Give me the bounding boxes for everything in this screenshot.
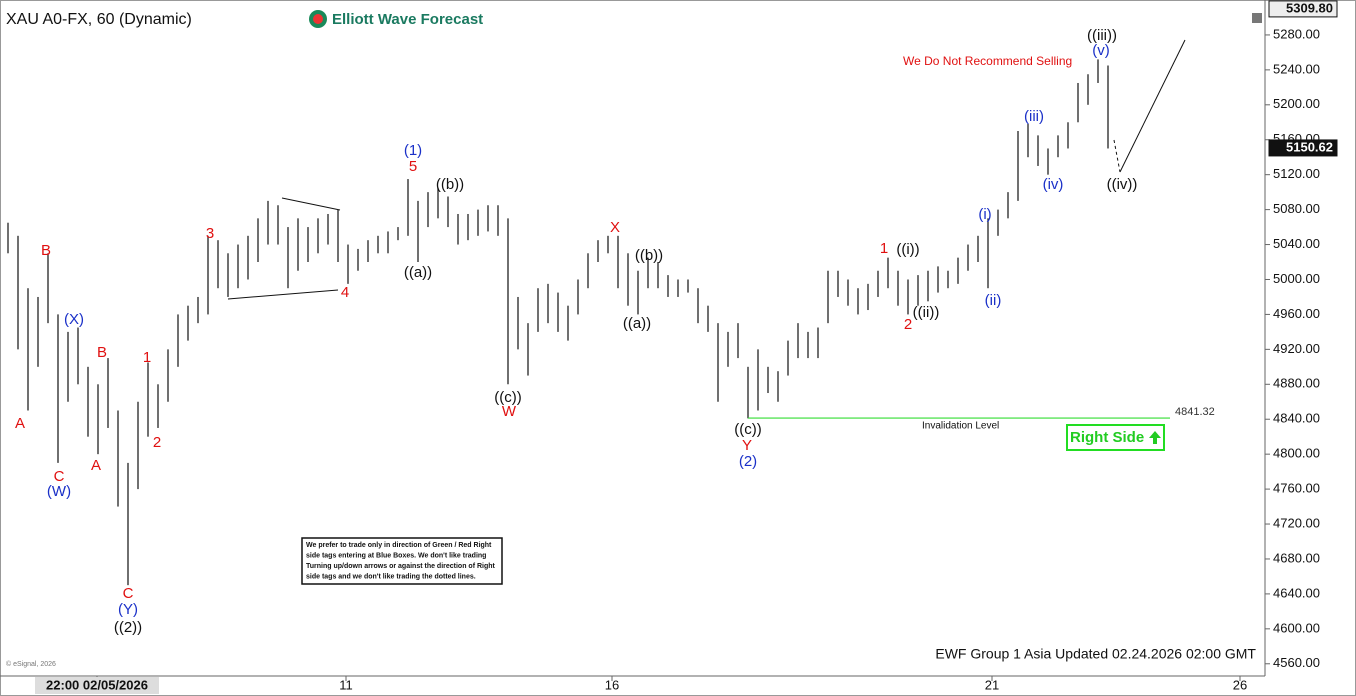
warning: We Do Not Recommend Selling — [903, 54, 1072, 68]
badge-text: Right Side — [1070, 429, 1144, 446]
wave-label: ((b)) — [436, 176, 464, 193]
y-tick-label: 4680.00 — [1273, 550, 1320, 565]
note-box — [301, 537, 503, 585]
logo-icon — [313, 14, 323, 24]
y-tick-label: 4840.00 — [1273, 411, 1320, 426]
price-marker-label: 5309.80 — [1286, 0, 1333, 15]
wave-label: X — [610, 219, 620, 236]
invalidation-value: 4841.32 — [1175, 406, 1215, 418]
wave-label: (iv) — [1043, 176, 1064, 193]
y-tick-label: 4600.00 — [1273, 620, 1320, 635]
wave-label: (1) — [404, 142, 422, 159]
wave-label: A — [91, 457, 101, 474]
wave-label: B — [97, 344, 107, 361]
wave-label: C — [123, 585, 134, 602]
wave-label: 2 — [904, 316, 912, 333]
note-line: Turning up/down arrows or against the di… — [306, 563, 496, 570]
triangle-line — [227, 289, 339, 300]
wave-label: (2) — [739, 453, 757, 470]
wave-label: 4 — [341, 284, 349, 301]
y-tick-label: 4560.00 — [1273, 655, 1320, 670]
x-tick-label: 21 — [985, 677, 999, 692]
wave-label: C — [54, 468, 65, 485]
chart-title: XAU A0-FX, 60 (Dynamic) — [6, 11, 192, 28]
x-tick-label: 11 — [339, 677, 353, 692]
wave-label: 1 — [880, 240, 888, 257]
y-tick-label: 4640.00 — [1273, 585, 1320, 600]
y-tick-label: 5040.00 — [1273, 236, 1320, 251]
y-tick-label: 5240.00 — [1273, 61, 1320, 76]
wave-label: W — [502, 403, 517, 420]
projection-line — [1119, 39, 1186, 173]
wave-label: 1 — [143, 349, 151, 366]
wave-label: (ii) — [985, 292, 1002, 309]
y-tick-label: 5120.00 — [1273, 166, 1320, 181]
x-tick-label: 16 — [605, 677, 619, 692]
x-tick-label-bg — [35, 677, 159, 694]
wave-label: 3 — [206, 225, 214, 242]
price-marker-label: 5150.62 — [1286, 139, 1333, 154]
y-tick-label: 4800.00 — [1273, 446, 1320, 461]
wave-label: (W) — [47, 483, 71, 500]
wave-label: Y — [742, 437, 752, 454]
invalidation-label: Invalidation Level — [922, 421, 999, 432]
wave-label: ((ii)) — [913, 304, 940, 321]
price-marker — [1268, 139, 1338, 157]
y-tick-label: 4960.00 — [1273, 306, 1320, 321]
wave-label: 2 — [153, 434, 161, 451]
logo: Elliott Wave Forecast — [332, 11, 483, 28]
x-tick-label: 22:00 02/05/2026 — [46, 677, 148, 692]
wave-label: (X) — [64, 311, 84, 328]
wave-label: (i) — [978, 206, 991, 223]
triangle-line — [281, 197, 341, 211]
wave-label: ((iv)) — [1107, 176, 1138, 193]
y-tick-label: 5080.00 — [1273, 201, 1320, 216]
y-tick-label: 4720.00 — [1273, 515, 1320, 530]
wave-label: 5 — [409, 158, 417, 175]
y-tick-label: 4880.00 — [1273, 376, 1320, 391]
y-tick-label: 5200.00 — [1273, 96, 1320, 111]
wave-label: ((c)) — [494, 389, 521, 406]
menu-icon — [1252, 13, 1262, 23]
note-line: side tags and we don't like trading the … — [306, 573, 476, 580]
price-marker — [1268, 0, 1338, 18]
y-tick-label: 5000.00 — [1273, 271, 1320, 286]
note-line: We prefer to trade only in direction of … — [306, 542, 492, 549]
wave-label: ((2)) — [114, 619, 142, 636]
y-tick-label: 5280.00 — [1273, 26, 1320, 41]
x-tick-label: 26 — [1233, 677, 1247, 692]
wave-label: (v) — [1092, 42, 1110, 59]
wave-label: ((a)) — [623, 315, 651, 332]
wave-label: B — [41, 242, 51, 259]
y-tick-label: 4760.00 — [1273, 481, 1320, 496]
wave-label: (Y) — [118, 601, 138, 618]
y-tick-label: 4920.00 — [1273, 341, 1320, 356]
right-side-badge — [1066, 424, 1165, 451]
up-arrow — [1149, 431, 1161, 444]
wave-label: (iii) — [1024, 108, 1044, 125]
footer: EWF Group 1 Asia Updated 02.24.2026 02:0… — [935, 646, 1256, 662]
wave-label: ((b)) — [635, 247, 663, 264]
wave-label: ((c)) — [734, 421, 761, 438]
wave-label: ((iii)) — [1087, 27, 1117, 44]
wave-label: A — [15, 415, 25, 432]
note-line: side tags entering at Blue Boxes. We don… — [306, 552, 486, 559]
wave-label: ((i)) — [896, 241, 919, 258]
wave-label: ((a)) — [404, 264, 432, 281]
copyright: © eSignal, 2026 — [6, 660, 56, 668]
